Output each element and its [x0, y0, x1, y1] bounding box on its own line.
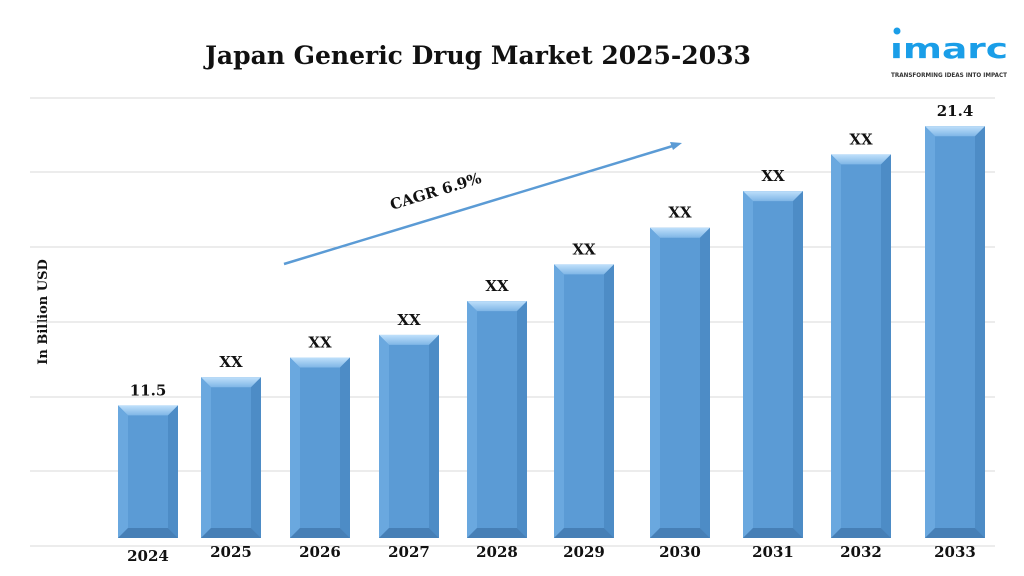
bar-top-bevel: [554, 264, 614, 275]
data-label: XX: [308, 333, 332, 351]
bar-right-bevel: [881, 154, 891, 538]
bar-bottom-bevel: [201, 528, 261, 538]
bar-bottom-bevel: [379, 528, 439, 538]
bar-left-bevel: [379, 334, 389, 538]
logo-tagline: TRANSFORMING IDEAS INTO IMPACT: [891, 72, 1008, 79]
bar-left-bevel: [290, 357, 300, 538]
x-tick-label: 2030: [659, 543, 701, 561]
bar-2033: 21.4 2033: [925, 102, 985, 561]
bar-bottom-bevel: [290, 528, 350, 538]
bar-left-bevel: [467, 301, 477, 538]
bar-right-bevel: [604, 264, 614, 538]
data-label: XX: [849, 130, 873, 148]
cagr-arrowhead: [670, 142, 682, 150]
logo-dot: [893, 27, 901, 35]
bar-top-bevel: [118, 405, 178, 416]
bar-bottom-bevel: [554, 528, 614, 538]
bar-right-bevel: [517, 301, 527, 538]
logo-text: ımarc: [890, 32, 1008, 65]
cagr-arrow-line: [283, 143, 677, 266]
bar-2024: 11.5 2024: [118, 381, 178, 565]
bar-bottom-bevel: [831, 528, 891, 538]
x-tick-label: 2028: [476, 543, 518, 561]
bar-top-bevel: [379, 334, 439, 345]
bar-2026: XX 2026: [290, 333, 350, 561]
bar-left-bevel: [831, 154, 841, 538]
bar-right-bevel: [975, 126, 985, 538]
bar-right-bevel: [340, 357, 350, 538]
data-label: 21.4: [937, 102, 974, 120]
bar-2029: XX 2029: [554, 240, 614, 561]
y-axis-label: In Billion USD: [36, 259, 51, 364]
bar-bottom-bevel: [467, 528, 527, 538]
bar-2031: XX 2031: [743, 167, 803, 561]
data-label: 11.5: [130, 381, 167, 399]
bars: 11.52024XX2025XX2026XX2027XX2028XX2029XX…: [118, 102, 985, 565]
data-label: XX: [668, 204, 692, 222]
bar-top-bevel: [925, 126, 985, 137]
x-tick-label: 2032: [840, 543, 882, 561]
bar-bottom-bevel: [118, 528, 178, 538]
data-label: XX: [397, 311, 421, 329]
bar-2028: XX 2028: [467, 277, 527, 561]
bar-2030: XX 2030: [650, 204, 710, 561]
bar-right-bevel: [700, 227, 710, 538]
data-label: XX: [761, 167, 785, 185]
bar-left-bevel: [650, 227, 660, 538]
bar-right-bevel: [251, 377, 261, 538]
bar-2027: XX 2027: [379, 311, 439, 561]
bar-2032: XX 2032: [831, 130, 891, 561]
bar-top-bevel: [743, 191, 803, 202]
x-tick-label: 2024: [127, 547, 169, 565]
bar-2025: XX 2025: [201, 353, 261, 561]
cagr-annotation: CAGR 6.9%: [283, 142, 682, 266]
bar-left-bevel: [554, 264, 564, 538]
data-label: XX: [485, 277, 509, 295]
bar-bottom-bevel: [650, 528, 710, 538]
data-label: XX: [219, 353, 243, 371]
bar-left-bevel: [925, 126, 935, 538]
logo: ımarc TRANSFORMING IDEAS INTO IMPACT: [890, 27, 1008, 79]
bar-left-bevel: [118, 405, 128, 538]
bar-left-bevel: [743, 191, 753, 539]
bar-bottom-bevel: [925, 528, 985, 538]
x-tick-label: 2031: [752, 543, 794, 561]
bar-top-bevel: [290, 357, 350, 368]
data-label: XX: [572, 240, 596, 258]
bar-top-bevel: [831, 154, 891, 165]
bar-right-bevel: [168, 405, 178, 538]
x-tick-label: 2025: [210, 543, 252, 561]
bar-top-bevel: [650, 227, 710, 238]
bar-left-bevel: [201, 377, 211, 538]
bar-top-bevel: [201, 377, 261, 388]
x-tick-label: 2033: [934, 543, 976, 561]
x-tick-label: 2026: [299, 543, 341, 561]
chart-title: Japan Generic Drug Market 2025-2033: [203, 41, 751, 70]
x-tick-label: 2027: [388, 543, 430, 561]
bar-top-bevel: [467, 301, 527, 312]
x-tick-label: 2029: [563, 543, 605, 561]
bar-right-bevel: [429, 334, 439, 538]
bar-bottom-bevel: [743, 528, 803, 538]
bar-right-bevel: [793, 191, 803, 539]
